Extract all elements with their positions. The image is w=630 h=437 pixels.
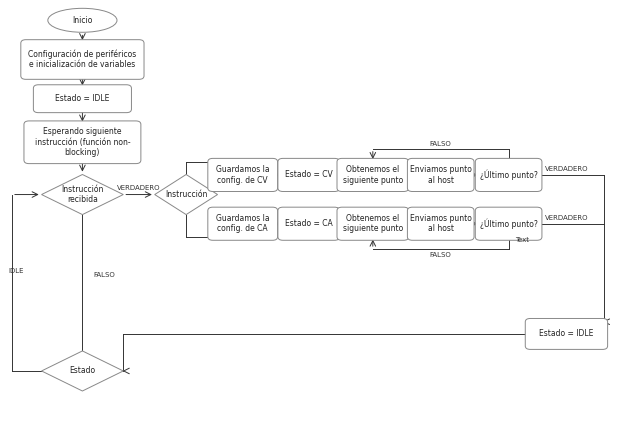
Text: Obtenemos el
siguiente punto: Obtenemos el siguiente punto [343, 165, 403, 185]
Text: Configuración de periféricos
e inicialización de variables: Configuración de periféricos e inicializ… [28, 49, 137, 69]
FancyBboxPatch shape [337, 158, 409, 191]
Polygon shape [42, 174, 123, 215]
FancyBboxPatch shape [33, 85, 132, 113]
FancyBboxPatch shape [337, 207, 409, 240]
Text: Text: Text [515, 237, 529, 243]
Text: VERDADERO: VERDADERO [117, 185, 161, 191]
Text: Estado = IDLE: Estado = IDLE [55, 94, 110, 103]
Text: Obtenemos el
siguiente punto: Obtenemos el siguiente punto [343, 214, 403, 233]
Text: FALSO: FALSO [94, 272, 115, 278]
Polygon shape [42, 351, 123, 391]
Text: Enviamos punto
al host: Enviamos punto al host [410, 214, 472, 233]
Text: ¿Último punto?: ¿Último punto? [479, 218, 537, 229]
FancyBboxPatch shape [208, 158, 278, 191]
Text: Instrucción: Instrucción [165, 190, 207, 199]
Text: Estado = CV: Estado = CV [285, 170, 333, 180]
Text: Guardamos la
config. de CA: Guardamos la config. de CA [216, 214, 270, 233]
FancyBboxPatch shape [24, 121, 141, 163]
Polygon shape [155, 174, 217, 215]
Text: Instrucción
recibida: Instrucción recibida [61, 185, 103, 204]
FancyBboxPatch shape [408, 158, 474, 191]
FancyBboxPatch shape [278, 158, 340, 191]
Text: Inicio: Inicio [72, 16, 93, 25]
Text: Guardamos la
config. de CV: Guardamos la config. de CV [216, 165, 270, 185]
Ellipse shape [48, 8, 117, 32]
Text: FALSO: FALSO [430, 141, 452, 147]
FancyBboxPatch shape [278, 207, 340, 240]
Text: Esperando siguiente
instrucción (función non-
blocking): Esperando siguiente instrucción (función… [35, 127, 130, 157]
FancyBboxPatch shape [408, 207, 474, 240]
Text: ¿Último punto?: ¿Último punto? [479, 170, 537, 180]
Text: VERDADERO: VERDADERO [545, 215, 588, 221]
Text: Estado: Estado [69, 367, 96, 375]
FancyBboxPatch shape [525, 319, 607, 350]
FancyBboxPatch shape [21, 40, 144, 80]
Text: Estado = CA: Estado = CA [285, 219, 333, 228]
Text: VERDADERO: VERDADERO [545, 166, 588, 172]
FancyBboxPatch shape [475, 207, 542, 240]
Text: Estado = IDLE: Estado = IDLE [539, 329, 593, 338]
FancyBboxPatch shape [475, 158, 542, 191]
FancyBboxPatch shape [208, 207, 278, 240]
Text: IDLE: IDLE [9, 268, 24, 274]
Text: FALSO: FALSO [430, 252, 452, 257]
Text: Enviamos punto
al host: Enviamos punto al host [410, 165, 472, 185]
